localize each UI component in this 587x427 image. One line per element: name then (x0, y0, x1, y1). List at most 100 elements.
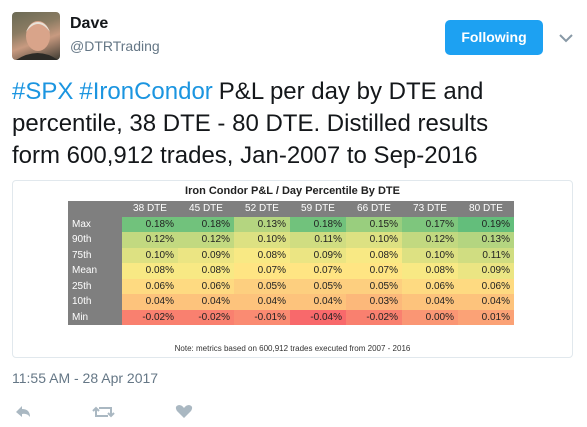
table-cell: -0.02% (178, 309, 234, 325)
table-cell: 0.06% (122, 278, 178, 294)
table-cell: 0.12% (402, 232, 458, 248)
table: 38 DTE 45 DTE 52 DTE 59 DTE 66 DTE 73 DTE 80 D… (68, 201, 514, 325)
table-cell: 0.01% (458, 309, 514, 325)
row-label: 25th (68, 278, 122, 294)
table-cell: 0.13% (234, 216, 290, 232)
text-line: #SPX #IronCondor P&L per day by DTE and (12, 76, 494, 108)
table-cell: 0.07% (346, 263, 402, 279)
column-header: 80 DTE (458, 201, 514, 217)
text-line: form 600,912 trades, Jan-2007 to Sep-201… (12, 140, 494, 172)
table-cell: 0.18% (178, 216, 234, 232)
table-cell: 0.11% (458, 247, 514, 263)
table-row: 75th 0.10% 0.09% 0.08% 0.09% 0.08% 0.10% 0.11% (68, 247, 514, 263)
table-cell: 0.10% (122, 247, 178, 263)
hashtag[interactable]: #SPX (12, 78, 74, 105)
table-cell: 0.12% (122, 232, 178, 248)
table-cell: -0.02% (346, 309, 402, 325)
retweet-arrow (99, 407, 112, 416)
column-header: 66 DTE (346, 201, 402, 217)
author-handle[interactable]: @DTRTrading (70, 38, 160, 54)
avatar-image (16, 21, 58, 60)
table-cell: 0.00% (402, 309, 458, 325)
table-cell: 0.04% (402, 294, 458, 310)
text-segment: P&L per day by DTE and (218, 78, 484, 105)
table-cell: 0.08% (234, 247, 290, 263)
table-note: Note: metrics based on 600,912 trades ex… (174, 344, 411, 353)
hashtag[interactable]: #IronCondor (79, 78, 213, 105)
row-label: 75th (68, 247, 122, 263)
follow-button[interactable]: Following (445, 20, 543, 55)
table-cell: 0.08% (122, 263, 178, 279)
table-cell: 0.09% (178, 247, 234, 263)
row-label: 90th (68, 232, 122, 248)
more-menu[interactable] (558, 30, 574, 46)
author-name[interactable]: Dave (70, 15, 109, 32)
table-cell: 0.07% (290, 263, 346, 279)
tweet-image[interactable]: Iron Condor P&L / Day Percentile By DTE … (12, 180, 573, 358)
retweet-head (92, 406, 100, 412)
table-row: 25th 0.06% 0.06% 0.05% 0.05% 0.05% 0.06% 0.06% (68, 278, 514, 294)
column-header: 59 DTE (290, 201, 346, 217)
face (26, 21, 50, 51)
table-cell: 0.18% (290, 216, 346, 232)
row-label: Mean (68, 263, 122, 279)
row-label: 10th (68, 294, 122, 310)
table-cell: -0.02% (122, 309, 178, 325)
table-cell: 0.03% (346, 294, 402, 310)
hair (26, 22, 50, 32)
table-row: 90th 0.12% 0.12% 0.10% 0.11% 0.10% 0.12% 0.13% (68, 232, 514, 248)
table-cell: 0.10% (234, 232, 290, 248)
table-title: Iron Condor P&L / Day Percentile By DTE (185, 185, 400, 197)
table-cell: 0.04% (122, 294, 178, 310)
retweet-head (107, 412, 115, 418)
table-cell: 0.06% (178, 278, 234, 294)
table-cell: 0.17% (402, 216, 458, 232)
table-cell: 0.05% (234, 278, 290, 294)
table-cell: 0.06% (402, 278, 458, 294)
table-row: Mean 0.08% 0.08% 0.07% 0.07% 0.07% 0.08% 0.09% (68, 263, 514, 279)
table-cell: 0.12% (178, 232, 234, 248)
table-cell: 0.08% (346, 247, 402, 263)
table-cell: 0.04% (178, 294, 234, 310)
retweet-arrow (95, 408, 108, 417)
table-cell: 0.09% (458, 263, 514, 279)
like-icon[interactable] (175, 405, 193, 418)
text-segment: form 600,912 trades, Jan-2007 to Sep-201… (12, 142, 478, 169)
table-row: Min -0.02% -0.02% -0.01% -0.04% -0.02% 0.00% 0.… (68, 309, 514, 325)
chevron (559, 34, 573, 43)
timestamp[interactable]: 11:55 AM - 28 Apr 2017 (12, 370, 159, 386)
corner-cell (68, 201, 122, 217)
retweet-icon[interactable] (92, 406, 115, 418)
action-bar (16, 405, 193, 418)
column-header: 73 DTE (402, 201, 458, 217)
text-line: percentile, 38 DTE - 80 DTE. Distilled r… (12, 108, 494, 140)
reply-icon[interactable] (16, 406, 30, 417)
tweet-text: #SPX #IronCondor P&L per day by DTE and per… (12, 76, 494, 172)
table-cell: 0.08% (402, 263, 458, 279)
table-cell: 0.06% (458, 278, 514, 294)
text-segment: percentile, 38 DTE - 80 DTE. Distilled r… (12, 110, 489, 137)
table-cell: 0.09% (290, 247, 346, 263)
table-cell: 0.04% (458, 294, 514, 310)
avatar[interactable] (12, 12, 60, 60)
table-row: 10th 0.04% 0.04% 0.04% 0.04% 0.03% 0.04% 0.04% (68, 294, 514, 310)
shoulders (16, 53, 58, 60)
table-cell: 0.15% (346, 216, 402, 232)
table-cell: 0.10% (402, 247, 458, 263)
table-cell: -0.04% (290, 309, 346, 325)
table-cell: 0.18% (122, 216, 178, 232)
table-cell: 0.11% (290, 232, 346, 248)
column-header: 45 DTE (178, 201, 234, 217)
table-cell: 0.10% (346, 232, 402, 248)
table-cell: 0.19% (458, 216, 514, 232)
table-cell: 0.07% (234, 263, 290, 279)
row-label: Min (68, 309, 122, 325)
table-cell: 0.04% (234, 294, 290, 310)
table-row: Max 0.18% 0.18% 0.13% 0.18% 0.15% 0.17% 0.19% (68, 216, 514, 232)
table-cell: 0.08% (178, 263, 234, 279)
table-cell: 0.04% (290, 294, 346, 310)
row-label: Max (68, 216, 122, 232)
table-cell: -0.01% (234, 309, 290, 325)
table-cell: 0.05% (290, 278, 346, 294)
